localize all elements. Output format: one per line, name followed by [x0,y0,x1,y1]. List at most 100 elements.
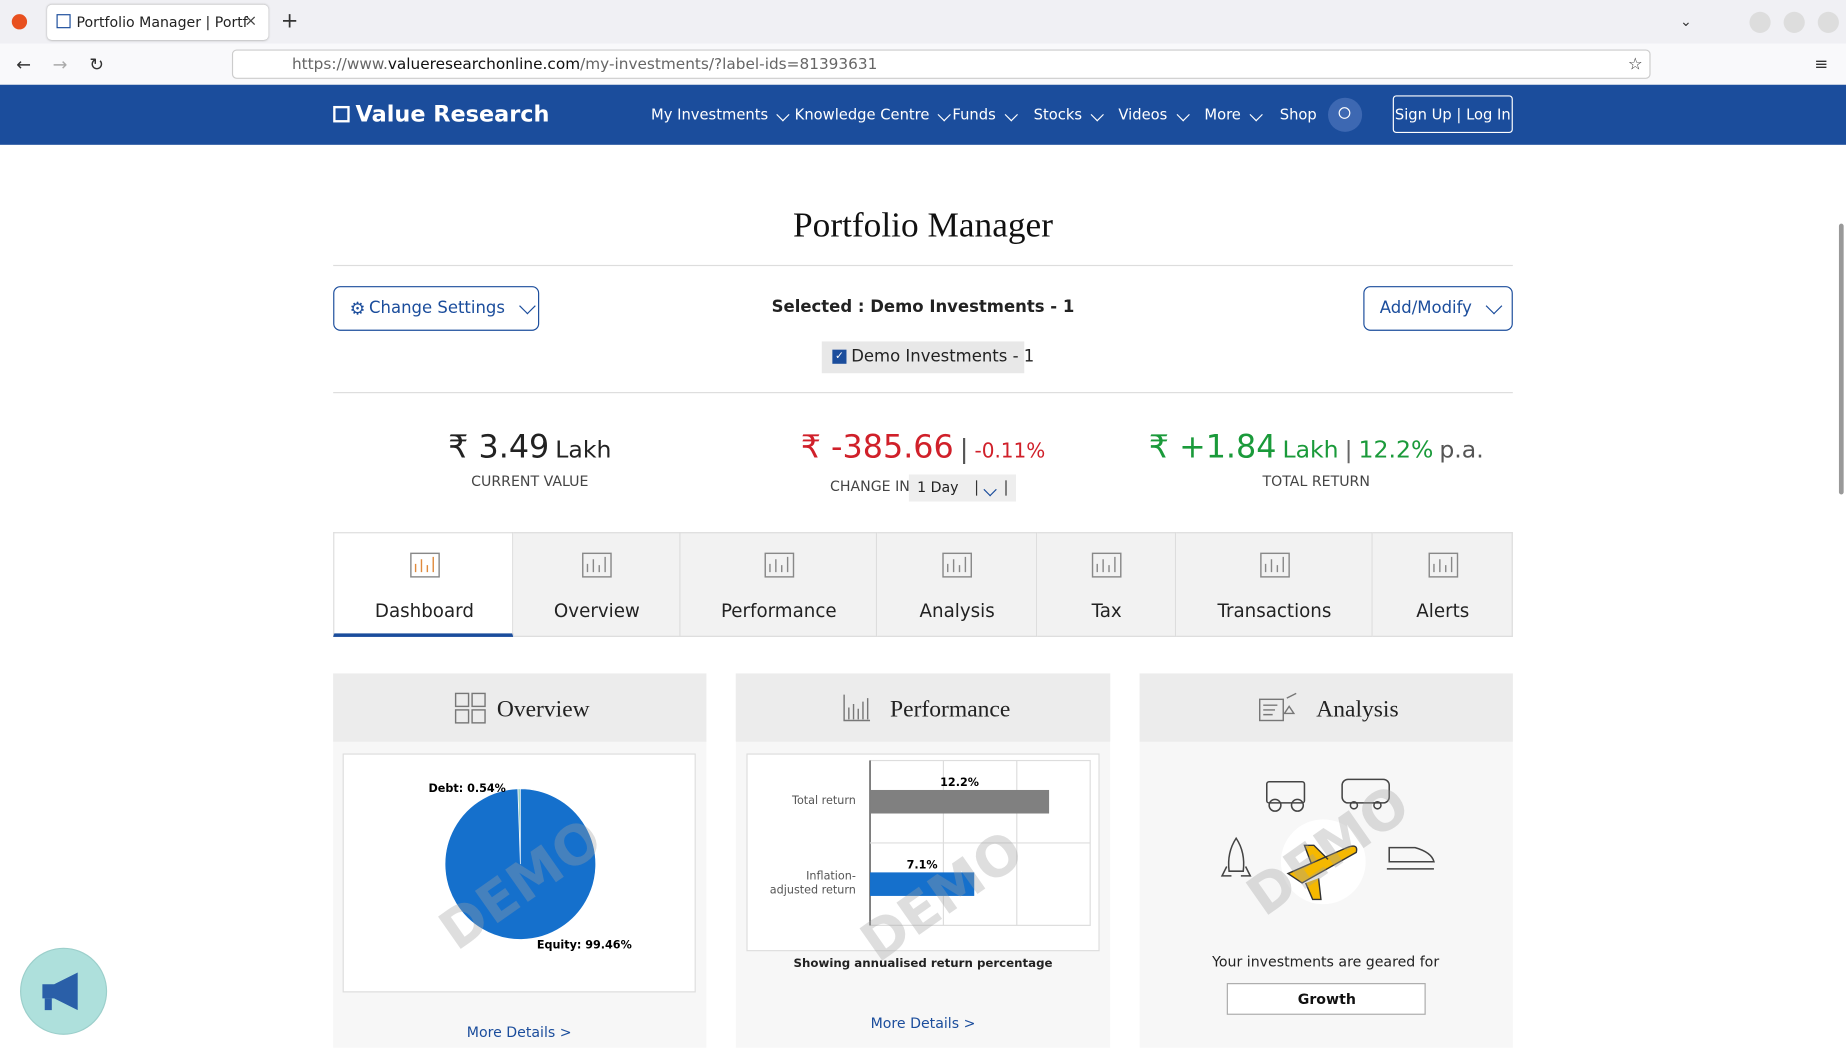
tab-icon [1259,552,1290,578]
card-icon [843,694,871,722]
nav-item[interactable]: Videos [1118,105,1190,124]
tab-label: Analysis [919,600,995,622]
pie-panel: Debt: 0.54% Equity: 99.46% DEMO [342,753,696,993]
sep [1005,480,1007,496]
bar [870,872,975,896]
tab-label: Performance [720,600,837,622]
tab-icon [582,552,612,578]
icon-shape [1259,552,1290,578]
chart-caption: Showing annualised return percentage [793,957,1053,971]
close-window[interactable] [1817,11,1839,33]
current-value: ₹ 3.49 Lakh [448,429,611,465]
rate: 12.2% [1358,435,1434,464]
bar-panel: 12.2% Total return 7.1% Inflation-adjusted … [746,753,1100,974]
tab[interactable]: Dashboard [333,532,514,637]
icon-shape [414,556,434,573]
icon-shape [586,556,606,573]
tab[interactable]: Transactions [1176,532,1373,637]
divider [333,264,1513,267]
tab-icon [942,552,972,578]
tab-close[interactable]: × [244,12,258,31]
auth-label: Sign Up | Log In [1394,105,1511,124]
auth-button[interactable]: Sign Up | Log In [1392,95,1513,134]
tab[interactable]: Alerts [1372,532,1513,637]
url-prefix: https://www. [291,55,388,74]
maximize[interactable] [1783,11,1805,33]
nav-label: Stocks [1033,105,1083,124]
card-icon [1259,692,1297,722]
tab-icon [1091,552,1122,578]
tab-icon [763,552,794,578]
url: https://www.valueresearchonline.com/my-i… [292,56,877,74]
menu-button[interactable]: ≡ [1814,55,1829,75]
active-tab[interactable]: Portfolio Manager | Portf × [47,4,269,41]
portfolio-chip[interactable]: ✓ Demo Investments - 1 [821,341,1034,374]
icon-shape [942,552,972,578]
nav-item[interactable]: My Investments [651,105,791,123]
chevron [1249,108,1263,122]
unit: Lakh [1282,435,1339,464]
search-button[interactable] [1327,97,1363,132]
minimize[interactable] [1749,11,1771,33]
more-details[interactable]: More Details > [870,1014,976,1032]
nav-item[interactable]: Funds [952,105,1018,124]
tab-label: Overview [553,600,640,622]
tab-title: Portfolio Manager | Portf [76,14,248,31]
new-tab[interactable]: + [280,8,299,34]
megaphone-icon [42,972,78,1011]
total-return: ₹ +1.84 Lakh | 12.2% p.a. [1149,429,1484,465]
icon-shape [1096,556,1116,573]
more-details[interactable]: More Details > [466,1024,572,1041]
site-nav: Value Research Sign Up | Log In My Inves… [0,84,1846,145]
nav-item[interactable]: More [1204,105,1263,124]
nav-item[interactable]: Stocks [1033,105,1105,124]
current-value-label: CURRENT VALUE [471,473,589,490]
bookmark-star[interactable]: ☆ [1627,55,1643,75]
result-box: Growth [1226,983,1426,1015]
period-select[interactable]: 1 Day [908,474,1017,502]
scrollbar[interactable] [1838,223,1844,495]
analysis-text: Your investments are geared for [1212,953,1440,971]
chip-label: Demo Investments - 1 [851,347,1035,367]
back-button[interactable]: ← [16,54,31,76]
settings-label: Change Settings [369,299,505,318]
category-label-box: Inflation-adjusted return [770,870,856,897]
feedback-button[interactable] [20,947,108,1035]
address-bar[interactable]: https://www.valueresearchonline.com/my-i… [231,49,1651,79]
tab[interactable]: Performance [680,532,878,637]
tab-strip [0,0,1846,44]
logo[interactable]: Value Research [355,101,550,128]
nav-label: Shop [1279,105,1317,124]
icon-shape [582,552,612,578]
bar-value-label: 12.2% [940,776,979,789]
selected-label: Selected : Demo Investments - 1 [771,297,1075,317]
reload-button[interactable]: ↻ [89,54,104,76]
tab-list[interactable]: ⌄ [1679,12,1692,30]
chip-checkbox[interactable]: ✓ [832,349,847,364]
nav-label: Videos [1118,105,1168,124]
forward-button[interactable]: → [52,54,68,76]
nav-label: Funds [952,105,996,124]
rate-unit: p.a. [1439,435,1484,464]
nav-label: More [1204,105,1241,124]
icon-shape [1091,552,1122,578]
settings-button[interactable]: ⚙ Change Settings [333,286,540,331]
nav-item[interactable]: Shop [1280,105,1317,123]
change: ₹ -385.66 | -0.11% [801,429,1046,465]
card-icon [454,692,486,724]
category-label-box: Total return [792,795,856,808]
total-return-label: TOTAL RETURN [1262,473,1370,490]
nav-item[interactable]: Knowledge Centre [795,105,952,123]
tab[interactable]: Analysis [877,532,1038,637]
add-modify-button[interactable]: Add/Modify [1363,286,1513,331]
period: 1 Day [917,479,959,496]
tab[interactable]: Overview [513,532,681,637]
chevron [1485,297,1503,314]
card-header: Performance [735,673,1111,742]
tab[interactable]: Tax [1037,532,1177,637]
chevron [1004,108,1018,122]
card-title: Analysis [1316,696,1399,723]
chevron [1090,108,1105,122]
